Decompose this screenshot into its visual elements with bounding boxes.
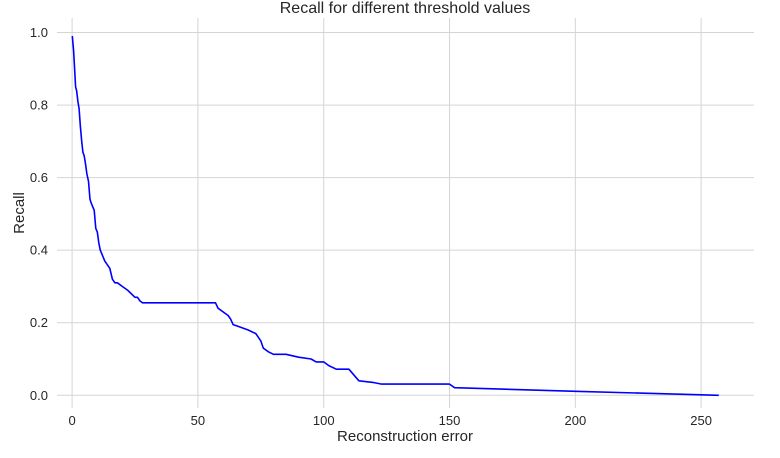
- x-tick-label: 200: [564, 413, 586, 428]
- y-tick-label: 1.0: [30, 25, 48, 40]
- x-tick-label: 250: [690, 413, 712, 428]
- y-tick-label: 0.2: [30, 315, 48, 330]
- chart-title: Recall for different threshold values: [280, 0, 531, 17]
- x-axis-label: Reconstruction error: [337, 428, 473, 445]
- y-tick-label: 0.6: [30, 170, 48, 185]
- y-gridlines: [57, 32, 754, 396]
- recall-series-line: [71, 36, 719, 397]
- y-tick-labels: 0.0 0.2 0.4 0.6 0.8 1.0: [30, 25, 48, 403]
- x-tick-labels: 0 50 100 150 200 250: [68, 413, 712, 428]
- x-tick-label: 50: [191, 413, 205, 428]
- y-tick-label: 0.4: [30, 243, 48, 258]
- x-gridlines: [71, 18, 702, 408]
- plot-background: [57, 18, 754, 408]
- x-tick-label: 150: [439, 413, 461, 428]
- y-tick-label: 0.0: [30, 388, 48, 403]
- y-axis-label: Recall: [11, 192, 28, 234]
- series-layer: [71, 36, 719, 397]
- y-tick-label: 0.8: [30, 98, 48, 113]
- x-tick-label: 0: [68, 413, 75, 428]
- x-tick-label: 100: [313, 413, 335, 428]
